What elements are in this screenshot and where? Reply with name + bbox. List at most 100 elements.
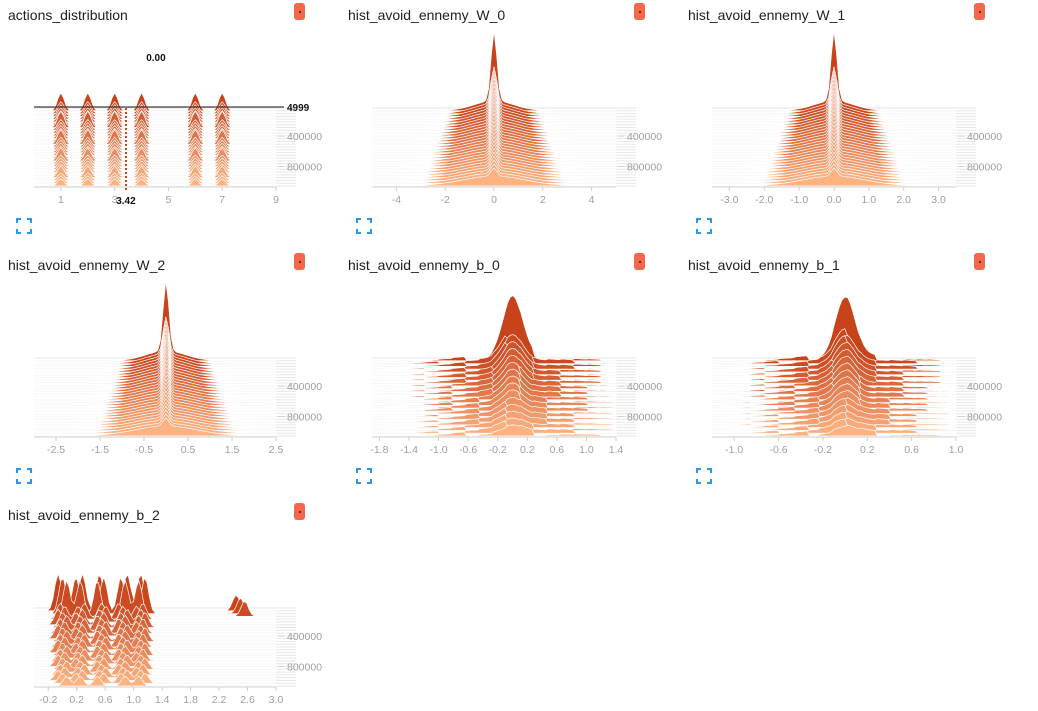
histogram-ridge [33, 328, 277, 373]
histogram-chart[interactable]: -0.2 0.2 0.6 1.0 1.4 1.8 2.2 2.6 3.0 400000 800000 [0, 500, 330, 710]
hover-x-label: 3.42 [116, 196, 136, 207]
dots-vertical-icon[interactable] [974, 3, 985, 20]
histogram-card: hist_avoid_ennemy_W_2 -2.5 -1.5 -0.5 0.5 1.5… [0, 250, 330, 490]
histogram-ridge [371, 424, 617, 437]
histogram-ridge [372, 400, 617, 417]
x-tick-label: 1.0 [949, 444, 964, 456]
histogram-ridge [372, 167, 616, 187]
y-axis: 400000 800000 [618, 381, 662, 424]
x-tick-label: 2.0 [896, 194, 911, 206]
histogram-chart[interactable]: -3.0 -2.0 -1.0 0.0 1.0 2.0 3.0 400000 800000 [680, 0, 1010, 215]
histogram-ridge [33, 614, 277, 631]
x-tick-label: 0.6 [98, 694, 113, 706]
histogram-ridge [711, 376, 957, 401]
fullscreen-icon[interactable] [356, 218, 372, 234]
card-title: hist_avoid_ennemy_b_2 [8, 507, 160, 523]
x-tick-label: -0.5 [135, 444, 153, 456]
histogram-chart[interactable]: -2.5 -1.5 -0.5 0.5 1.5 2.5 400000 800000 [0, 250, 330, 465]
histogram-card: actions_distribution 1 3 5 7 9 400000 800000 49… [0, 0, 330, 240]
histogram-chart[interactable]: 1 3 5 7 9 400000 800000 4999 0.00 3.42 [0, 0, 330, 215]
histogram-ridge [33, 660, 277, 673]
dots-vertical-icon[interactable] [634, 3, 645, 20]
x-tick-label: 0.6 [904, 444, 919, 456]
histogram-ridge [33, 320, 277, 367]
histogram-ridge [33, 342, 277, 384]
dots-vertical-icon[interactable] [974, 253, 985, 270]
histogram-ridge [33, 338, 277, 381]
x-tick-label: 2 [540, 194, 546, 206]
dots-vertical-icon[interactable] [634, 253, 645, 270]
x-tick-label: 0 [491, 194, 497, 206]
x-tick-label: 2.5 [269, 444, 284, 456]
fullscreen-icon[interactable] [696, 218, 712, 234]
card-title: hist_avoid_ennemy_W_0 [348, 7, 506, 23]
histogram-ridge [33, 579, 277, 617]
x-tick-label: 0.6 [550, 444, 565, 456]
y-tick-label: 400000 [627, 381, 662, 393]
histogram-ridge [33, 354, 277, 392]
x-axis: -0.2 0.2 0.6 1.0 1.4 1.8 2.2 2.6 3.0 [34, 686, 284, 706]
histogram-ridge [34, 675, 276, 687]
fullscreen-icon[interactable] [696, 468, 712, 484]
histogram-ridge [34, 157, 276, 167]
card-title: hist_avoid_ennemy_b_1 [688, 257, 840, 273]
histogram-ridge [711, 328, 957, 364]
x-tick-label: 1.4 [609, 444, 624, 456]
x-tick-label: -1.0 [429, 444, 447, 456]
histogram-ridge [33, 358, 277, 395]
x-tick-label: -2.5 [47, 444, 65, 456]
histogram-ridge [371, 295, 617, 362]
histogram-chart[interactable]: -4 -2 0 2 4 400000 800000 [340, 0, 670, 215]
ridges [371, 295, 617, 437]
histogram-ridge [371, 375, 617, 401]
y-tick-label: 800000 [287, 162, 322, 174]
x-tick-label: 9 [273, 194, 279, 206]
y-tick-label: 800000 [967, 412, 1002, 424]
dots-vertical-icon[interactable] [294, 253, 305, 270]
histogram-ridge [711, 424, 957, 437]
fullscreen-icon[interactable] [16, 468, 32, 484]
hover-step-label: 4999 [287, 103, 310, 114]
fullscreen-icon[interactable] [16, 218, 32, 234]
histogram-ridge [371, 420, 617, 434]
x-tick-label: -0.6 [769, 444, 787, 456]
y-axis: 400000 800000 [278, 381, 322, 424]
histogram-chart[interactable]: -1.0 -0.6 -0.2 0.2 0.6 1.0 400000 800000 [680, 250, 1010, 465]
histogram-ridge [371, 354, 617, 384]
x-tick-label: 0.0 [827, 194, 842, 206]
x-tick-label: 0.2 [520, 444, 535, 456]
histogram-ridge [711, 389, 957, 412]
x-tick-label: 3.0 [931, 194, 946, 206]
y-axis: 400000 800000 [958, 131, 1002, 174]
dots-vertical-icon[interactable] [294, 503, 305, 520]
dots-vertical-icon[interactable] [294, 3, 305, 20]
y-axis: 400000 800000 [278, 131, 322, 174]
x-tick-label: -0.2 [39, 694, 57, 706]
histogram-ridge [371, 348, 617, 378]
x-tick-label: 7 [219, 194, 225, 206]
histogram-ridge [711, 355, 957, 384]
x-tick-label: -0.2 [489, 444, 507, 456]
fullscreen-icon[interactable] [356, 468, 372, 484]
histogram-card: hist_avoid_ennemy_b_2 -0.2 0.2 0.6 1.0 1.4 1.… [0, 500, 330, 711]
x-axis: -4 -2 0 2 4 [372, 186, 616, 206]
histogram-card: hist_avoid_ennemy_W_1 -3.0 -2.0 -1.0 0.0 1.0… [680, 0, 1010, 240]
x-tick-label: 3.0 [269, 694, 284, 706]
histogram-chart[interactable]: -1.8 -1.4 -1.0 -0.6 -0.2 0.2 0.6 1.0 1.4 400000 80… [340, 250, 670, 465]
histogram-ridge [711, 296, 957, 362]
y-axis: 400000 800000 [618, 131, 662, 174]
ridges [711, 30, 957, 187]
histogram-ridge [33, 316, 277, 364]
y-tick-label: 400000 [287, 131, 322, 143]
x-tick-label: -1.5 [91, 444, 109, 456]
histogram-ridge [371, 341, 617, 373]
x-axis: 1 3 5 7 9 [34, 186, 279, 206]
x-tick-label: 1 [58, 194, 64, 206]
x-axis: -2.5 -1.5 -0.5 0.5 1.5 2.5 [34, 436, 284, 456]
y-tick-label: 800000 [627, 162, 662, 174]
histogram-ridge [371, 413, 617, 428]
histogram-ridge [712, 167, 956, 187]
histogram-ridge [371, 382, 617, 406]
histogram-ridge [711, 418, 957, 434]
x-tick-label: 4 [589, 194, 595, 206]
